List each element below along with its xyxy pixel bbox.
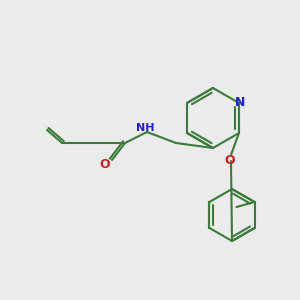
Text: O: O — [100, 158, 110, 172]
Text: N: N — [235, 97, 245, 110]
Text: O: O — [225, 154, 235, 166]
Text: NH: NH — [136, 123, 154, 133]
